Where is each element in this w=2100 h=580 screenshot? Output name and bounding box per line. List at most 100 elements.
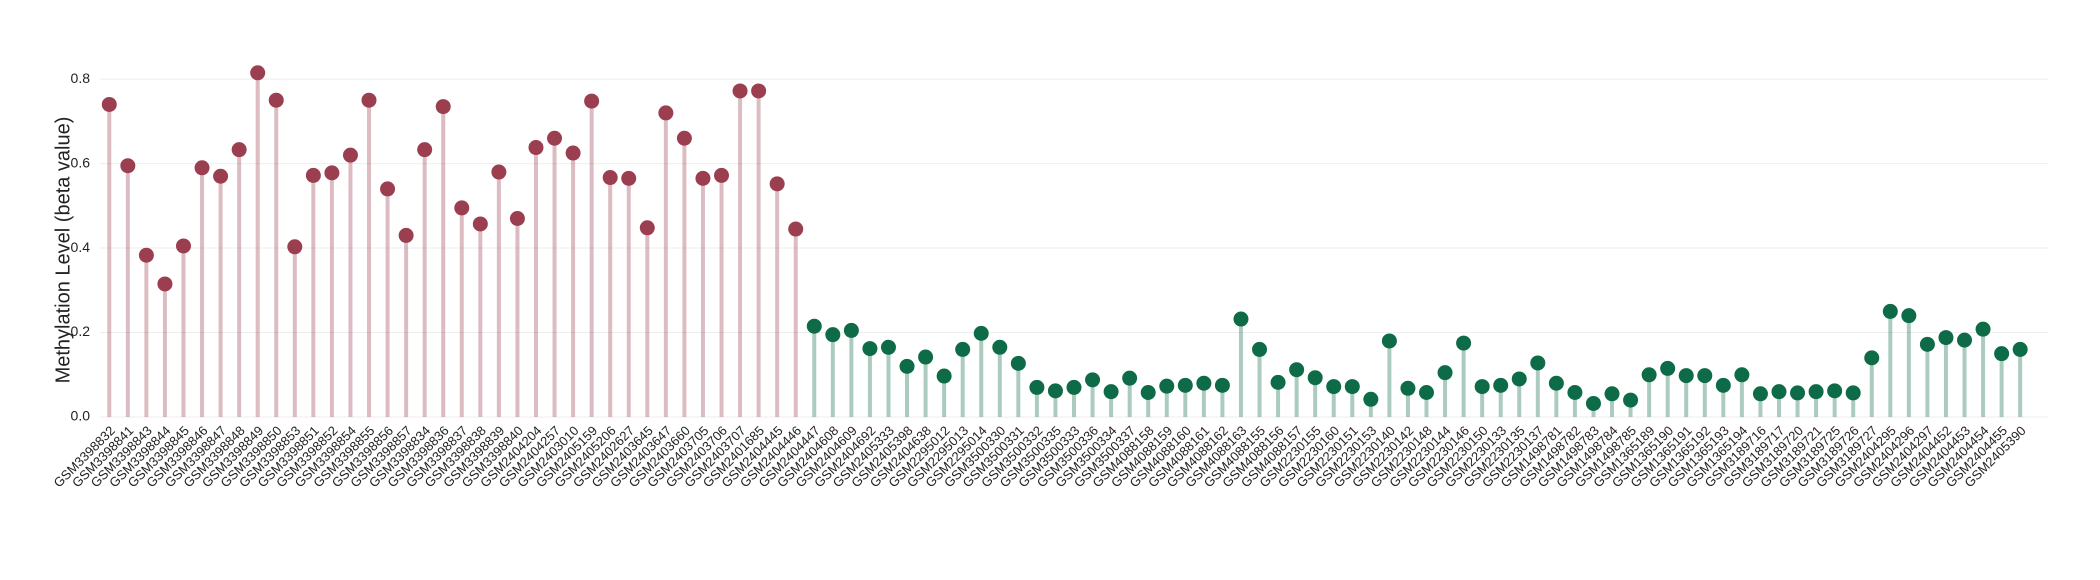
dot [732, 83, 748, 99]
dot [435, 99, 451, 115]
dot [955, 341, 971, 357]
dot [1808, 384, 1824, 400]
dot [1474, 379, 1490, 395]
dot [287, 239, 303, 255]
dot [1567, 385, 1583, 401]
dot [1400, 380, 1416, 396]
dot [1734, 367, 1750, 383]
dot [454, 200, 470, 216]
dot [472, 216, 488, 232]
dot [305, 167, 321, 183]
dot [676, 130, 692, 146]
dot [899, 358, 915, 374]
dot [213, 168, 229, 184]
dot [1493, 377, 1509, 393]
dot [417, 142, 433, 158]
dot [992, 339, 1008, 355]
dot [231, 142, 247, 158]
y-tick-label: 0.8 [71, 70, 91, 86]
dot [1214, 377, 1230, 393]
dot [324, 165, 340, 181]
dot [1994, 346, 2010, 362]
dot [1029, 379, 1045, 395]
dot [157, 276, 173, 292]
dot [843, 322, 859, 338]
dot [936, 368, 952, 384]
dot [1585, 395, 1601, 411]
dot [1660, 360, 1676, 376]
dot [695, 170, 711, 186]
dot [1456, 335, 1472, 351]
dot [1938, 330, 1954, 346]
dot [1177, 377, 1193, 393]
dot [1790, 385, 1806, 401]
dot [1623, 392, 1639, 408]
dot [973, 325, 989, 341]
dot [1159, 378, 1175, 394]
dot [788, 221, 804, 237]
dot [1901, 308, 1917, 324]
dot [1047, 383, 1063, 399]
dot [101, 96, 117, 112]
dot [1010, 355, 1026, 371]
dot [621, 170, 637, 186]
dot [1381, 333, 1397, 349]
dot [565, 145, 581, 161]
dot [1957, 332, 1973, 348]
dot [714, 167, 730, 183]
dot [528, 140, 544, 156]
dot [751, 83, 767, 99]
dot [1085, 372, 1101, 388]
dot [1326, 379, 1342, 395]
y-tick-label: 0.0 [71, 408, 91, 424]
dot [1418, 385, 1434, 401]
dot [1289, 362, 1305, 378]
dot [1975, 321, 1991, 337]
dot [1511, 371, 1527, 387]
dot [1307, 370, 1323, 386]
dot [1252, 341, 1268, 357]
y-tick-label: 0.4 [71, 239, 91, 255]
dot [1066, 379, 1082, 395]
dot [380, 181, 396, 197]
dot [1678, 368, 1694, 384]
dot [1641, 367, 1657, 383]
dot [361, 92, 377, 108]
dot [120, 158, 136, 174]
dot [1270, 374, 1286, 390]
dot [584, 93, 600, 109]
dot [398, 227, 414, 243]
dot [1196, 375, 1212, 391]
dot [1882, 303, 1898, 319]
y-tick-label: 0.6 [71, 154, 91, 170]
dot [602, 170, 618, 186]
dot [1697, 368, 1713, 384]
dot [1140, 385, 1156, 401]
dot [1864, 350, 1880, 366]
y-axis-label: Methylation Level (beta value) [52, 117, 74, 384]
dot [1103, 384, 1119, 400]
dot [1363, 391, 1379, 407]
dot [175, 238, 191, 254]
dot [250, 65, 266, 81]
dot [825, 327, 841, 343]
dot [769, 176, 785, 192]
dot [806, 318, 822, 334]
dot [1530, 355, 1546, 371]
dot [268, 92, 284, 108]
dot [1845, 385, 1861, 401]
dot [1715, 377, 1731, 393]
dot [918, 349, 934, 365]
dot [1604, 386, 1620, 402]
dot [1771, 384, 1787, 400]
dot [1233, 311, 1249, 327]
dot [639, 220, 655, 236]
y-tick-label: 0.2 [71, 323, 91, 339]
dot [862, 341, 878, 357]
dot [1548, 375, 1564, 391]
dot [658, 105, 674, 121]
dot [509, 210, 525, 226]
dot [1437, 365, 1453, 381]
dot [1752, 386, 1768, 402]
